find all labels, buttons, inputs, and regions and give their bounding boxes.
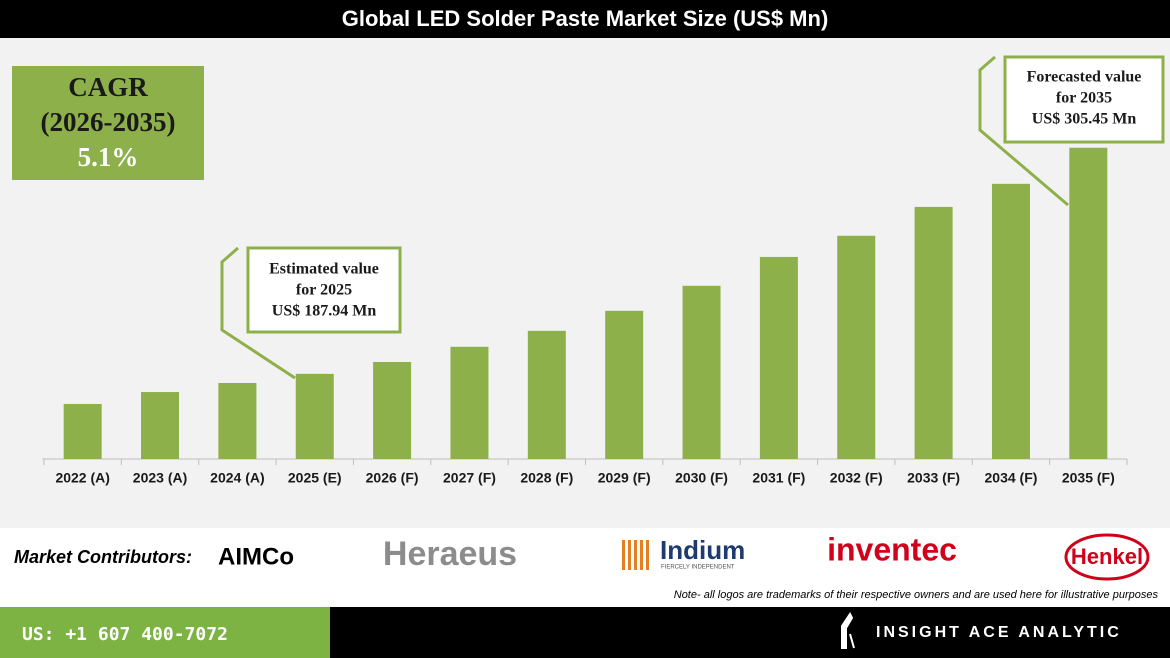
bar [837, 235, 876, 459]
x-tick-label: 2029 (F) [598, 470, 651, 486]
annotation-box [1003, 55, 1165, 144]
cagr-text: CAGR [68, 72, 148, 102]
annotation-connector [978, 55, 1069, 207]
bar [605, 310, 644, 459]
contributor-logo: Heraeus [383, 535, 517, 573]
contributor-logo: inventec [827, 531, 957, 567]
bar [759, 256, 798, 459]
icon-bar [646, 540, 649, 570]
logo-ring [1064, 533, 1150, 581]
x-tick-label: 2032 (F) [830, 470, 883, 486]
x-tick-label: 2026 (F) [366, 470, 419, 486]
footer-right [330, 607, 1170, 658]
x-tick-label: 2025 (E) [288, 470, 342, 486]
contributor-logo: FIERCELY INDEPENDENT [661, 565, 735, 571]
title-bar [0, 0, 1170, 38]
note: Note- all logos are trademarks of their … [674, 589, 1159, 601]
contributor-logo: AIMCo [218, 543, 294, 570]
icon-bar [634, 540, 637, 570]
x-tick-label: 2028 (F) [520, 470, 573, 486]
cagr-box [12, 66, 204, 180]
bar [914, 206, 953, 459]
annotation-text: for 2025 [296, 282, 352, 299]
annotation-text: US$ 187.94 Mn [272, 303, 377, 320]
x-tick-label: 2024 (A) [210, 470, 264, 486]
x-tick-label: 2033 (F) [907, 470, 960, 486]
bar [218, 382, 257, 459]
brand-name: INSIGHT ACE ANALYTIC [876, 624, 1122, 641]
bar [682, 285, 721, 459]
bar [527, 330, 566, 459]
bar [991, 183, 1030, 459]
x-tick-label: 2031 (F) [752, 470, 805, 486]
bar [63, 403, 102, 459]
x-tick-label: 2022 (A) [55, 470, 109, 486]
cagr-text: 5.1% [78, 142, 139, 172]
contributors-label: Market Contributors: [14, 547, 192, 567]
annotation-text: US$ 305.45 Mn [1032, 111, 1137, 128]
contributor-logo: Indium [660, 535, 745, 565]
x-tick-label: 2030 (F) [675, 470, 728, 486]
x-tick-label: 2023 (A) [133, 470, 187, 486]
annotation-text: Estimated value [269, 261, 379, 278]
bar [450, 346, 489, 459]
cagr-text: (2026-2035) [41, 107, 176, 137]
bar [373, 362, 412, 459]
icon-bar [628, 540, 631, 570]
phone: US: +1 607 400-7072 [22, 624, 228, 645]
footer-left [0, 607, 330, 658]
bar [141, 392, 180, 459]
bar [295, 373, 334, 459]
annotation-text: for 2035 [1056, 90, 1112, 107]
contributor-logo: Henkel [1071, 544, 1143, 569]
bar [1069, 147, 1108, 460]
indium-icon [622, 540, 649, 570]
brand-icon [841, 612, 855, 649]
annotation-box [246, 246, 402, 334]
annotation-connector [220, 246, 296, 380]
icon-bar [622, 540, 625, 570]
x-tick-label: 2027 (F) [443, 470, 496, 486]
chart-title: Global LED Solder Paste Market Size (US$… [342, 6, 829, 31]
x-tick-label: 2035 (F) [1062, 470, 1115, 486]
annotation-text: Forecasted value [1027, 69, 1142, 86]
icon-bar [640, 540, 643, 570]
x-tick-label: 2034 (F) [985, 470, 1038, 486]
